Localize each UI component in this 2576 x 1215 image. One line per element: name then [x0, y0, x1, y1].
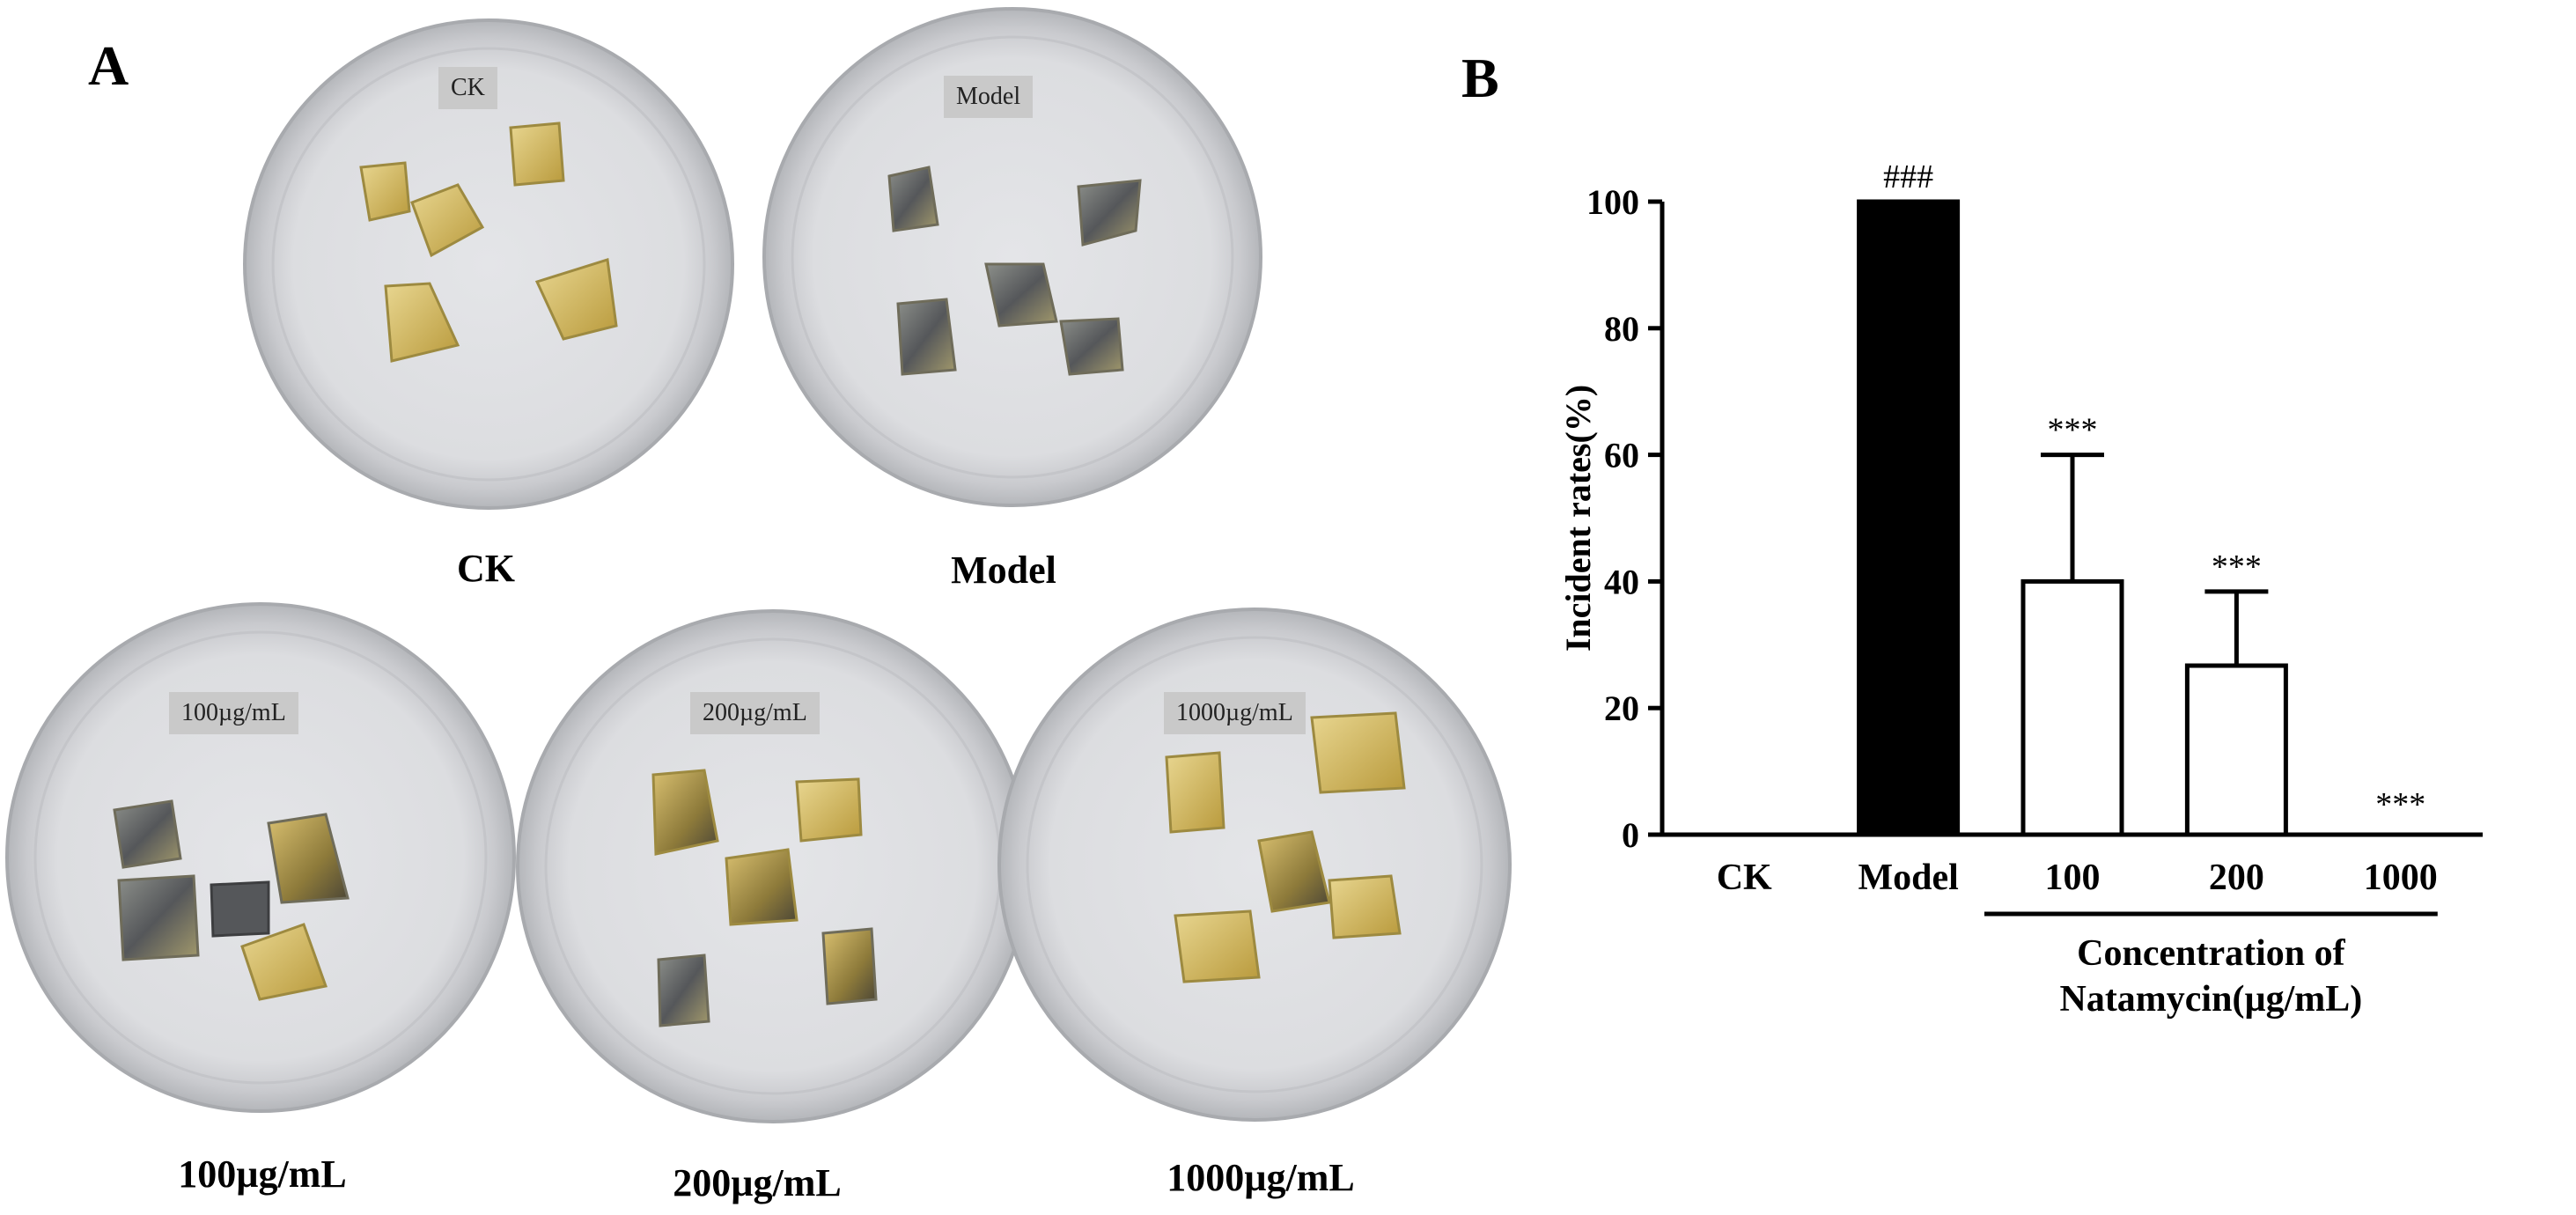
dish-tag-ck: CK — [438, 67, 497, 109]
y-tick-label: 40 — [1604, 562, 1639, 601]
caption-1000: 1000µg/mL — [1167, 1156, 1355, 1199]
x-tick-label-model: Model — [1858, 858, 1958, 898]
dish-ck — [243, 18, 734, 510]
dish-100 — [5, 602, 516, 1113]
caption-model: Model — [951, 549, 1056, 592]
y-tick-label: 0 — [1622, 815, 1639, 855]
dish-tag-100: 100µg/mL — [169, 692, 298, 734]
x-tick-label-200: 200 — [2209, 858, 2264, 898]
panel-a-letter: A — [88, 34, 129, 97]
dish-model — [762, 7, 1262, 507]
y-tick-label: 80 — [1604, 309, 1639, 349]
annotation-100: *** — [2048, 412, 2098, 449]
annotation-200: *** — [2212, 549, 2262, 585]
dish-tag-1000: 1000µg/mL — [1164, 692, 1306, 734]
annotation-1000: *** — [2375, 786, 2425, 823]
bar-200 — [2184, 663, 2288, 837]
dish-tag-model: Model — [944, 76, 1034, 118]
caption-200: 200µg/mL — [673, 1161, 842, 1204]
dish-200 — [516, 609, 1030, 1123]
y-tick-label: 100 — [1586, 182, 1639, 222]
bar-100 — [2020, 578, 2124, 837]
y-axis-label: Incident rates(%) — [1558, 385, 1598, 652]
caption-ck: CK — [457, 547, 515, 590]
dish-1000 — [997, 608, 1512, 1122]
annotation-model: ### — [1883, 158, 1933, 195]
x-tick-label-1000: 1000 — [2364, 858, 2438, 898]
x-tick-label-100: 100 — [2045, 858, 2101, 898]
panel-b-letter: B — [1461, 47, 1499, 109]
y-tick-label: 60 — [1604, 436, 1639, 475]
caption-100: 100µg/mL — [178, 1152, 347, 1196]
dish-tag-200: 200µg/mL — [690, 692, 820, 734]
x-axis-label-line: Concentration of — [2077, 933, 2345, 974]
x-axis-label-line: Natamycin(µg/mL) — [2059, 979, 2362, 1020]
x-tick-label-ck: CK — [1717, 858, 1772, 898]
bar-model — [1857, 199, 1961, 837]
y-tick-label: 20 — [1604, 688, 1639, 728]
